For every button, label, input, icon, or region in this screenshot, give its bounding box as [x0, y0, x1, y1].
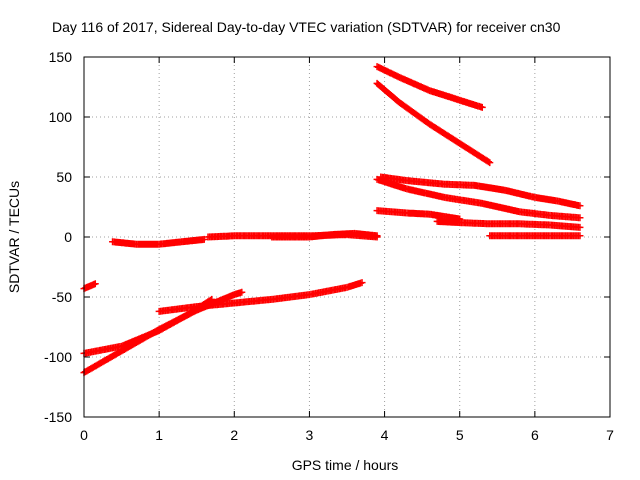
data-trace	[457, 140, 492, 166]
series-arc-8	[373, 63, 486, 111]
x-tick-label: 4	[381, 427, 389, 443]
data-trace	[442, 194, 485, 207]
y-tick-label: 50	[56, 169, 72, 185]
x-tick-label: 6	[531, 427, 539, 443]
data-trace	[232, 296, 274, 307]
data-trace	[232, 232, 274, 240]
chart-title: Day 116 of 2017, Sidereal Day-to-day VTE…	[52, 19, 561, 35]
data-trace	[374, 80, 402, 106]
data-point	[478, 103, 486, 111]
data-trace	[502, 187, 537, 201]
y-tick-label: 150	[49, 49, 73, 65]
data-trace	[269, 233, 312, 241]
data-trace	[480, 200, 522, 215]
axis-ticks	[83, 56, 611, 418]
data-trace	[405, 185, 447, 201]
y-tick-label: 0	[64, 229, 72, 245]
series-arc-14	[486, 232, 584, 240]
x-tick-labels: 0 1 2 3 4 5 6 7	[80, 427, 614, 443]
data-trace	[269, 291, 312, 303]
x-axis-label: GPS time / hours	[292, 457, 399, 473]
data-trace	[307, 284, 349, 298]
data-series	[80, 63, 584, 377]
data-trace	[375, 176, 410, 192]
data-point	[486, 159, 494, 167]
data-trace	[405, 177, 447, 188]
data-trace	[472, 182, 507, 194]
data-trace	[375, 63, 402, 81]
data-trace	[427, 87, 462, 104]
x-tick-label: 1	[155, 427, 163, 443]
data-point	[373, 232, 381, 240]
series-arc-5	[109, 235, 208, 248]
y-axis-label: SDTVAR / TECUs	[6, 181, 22, 293]
y-tick-label: 100	[49, 109, 73, 125]
series-arc-7	[268, 229, 381, 241]
y-tick-label: -150	[44, 409, 72, 425]
x-tick-label: 0	[80, 427, 88, 443]
data-trace	[119, 327, 162, 350]
data-trace	[194, 299, 237, 310]
series-arc-11	[373, 175, 584, 222]
data-trace	[157, 311, 192, 334]
y-tick-label: -50	[52, 289, 72, 305]
data-trace	[397, 74, 432, 94]
data-trace	[82, 343, 124, 357]
data-point	[358, 279, 366, 287]
x-tick-label: 7	[606, 427, 614, 443]
x-tick-label: 2	[230, 427, 238, 443]
data-point	[576, 232, 584, 240]
data-point	[576, 214, 584, 222]
x-tick-label: 5	[456, 427, 464, 443]
series-arc-13	[433, 217, 584, 231]
data-trace	[427, 121, 462, 147]
series-arc-4	[155, 279, 366, 315]
data-trace	[81, 348, 124, 376]
data-point	[576, 202, 584, 210]
data-trace	[457, 97, 485, 111]
data-point	[91, 280, 99, 288]
series-arc-1	[80, 280, 99, 293]
y-tick-labels: -150 -100 -50 0 50 100 150	[44, 49, 72, 425]
x-tick-label: 3	[306, 427, 314, 443]
data-trace	[397, 100, 432, 127]
y-tick-label: -100	[44, 349, 72, 365]
series-arc-9	[373, 79, 494, 167]
data-point	[576, 223, 584, 231]
data-point	[200, 235, 208, 243]
data-point	[238, 288, 246, 296]
data-trace	[157, 303, 199, 315]
series-arc-10	[377, 173, 584, 210]
